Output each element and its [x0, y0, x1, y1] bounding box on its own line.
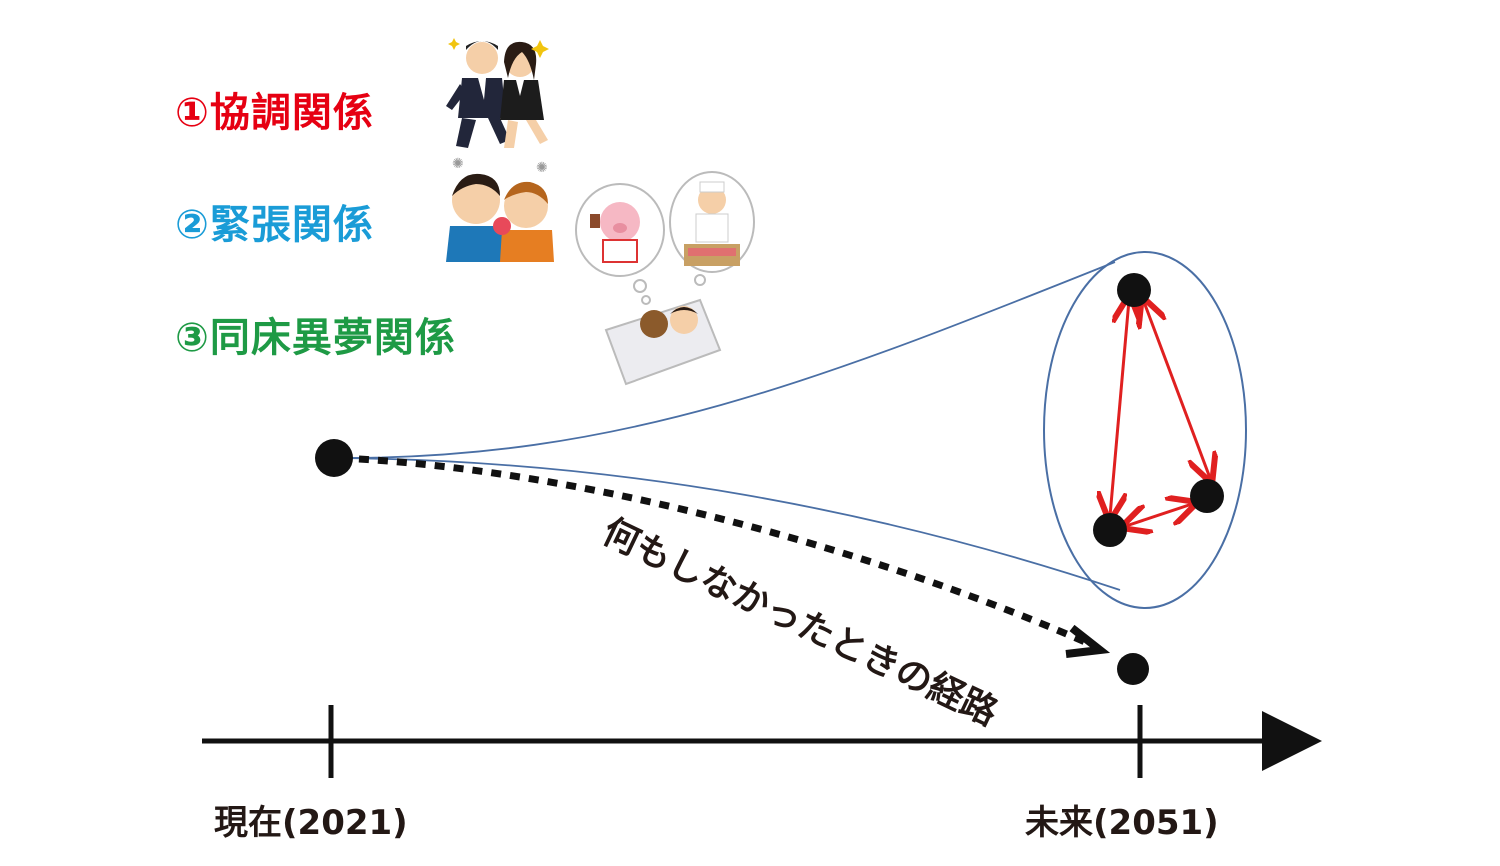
future-node-left — [1093, 513, 1127, 547]
legend-tension: ②緊張関係 — [175, 202, 374, 248]
do-nothing-arrowhead — [1065, 624, 1111, 658]
end-label-text: 未来 — [1025, 803, 1093, 843]
relation-arrow-right — [1144, 302, 1210, 478]
legend-coordination: ①協調関係 — [175, 90, 374, 136]
end-year-text: (2051) — [1093, 803, 1219, 843]
axis-start-label: 現在(2021) — [214, 795, 408, 844]
start-year-text: (2021) — [282, 803, 408, 843]
relation-arrow-left — [1110, 300, 1129, 516]
relation-arrow-bottom — [1126, 504, 1192, 526]
sleeping-dreaming-icon — [575, 171, 755, 386]
upper-fan-line — [332, 261, 1116, 459]
svg-text:✺: ✺ — [452, 156, 464, 172]
legend-dream: ③同床異夢関係 — [175, 315, 456, 361]
future-node-right — [1190, 479, 1224, 513]
do-nothing-path — [339, 454, 1094, 649]
path-label: 何もしなかったときの経路 — [596, 511, 1004, 734]
start-point — [315, 439, 353, 477]
start-label-text: 現在 — [214, 803, 282, 843]
future-node-top — [1117, 273, 1151, 307]
svg-text:✺: ✺ — [536, 160, 548, 176]
baseline-future-point — [1117, 653, 1149, 685]
business-people-running-icon — [446, 38, 549, 148]
lower-fan-line — [332, 457, 1121, 591]
axis-end-label: 未来(2051) — [1025, 795, 1219, 844]
kids-fighting-icon: ✺ ✺ — [446, 156, 554, 262]
future-possibility-ellipse — [1043, 251, 1247, 609]
